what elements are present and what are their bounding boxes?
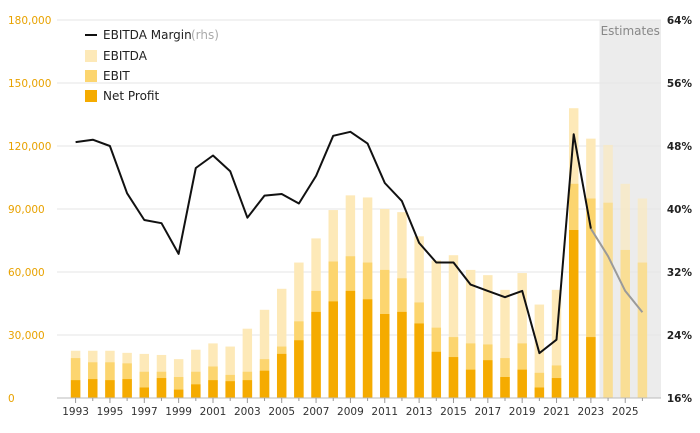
bars xyxy=(70,108,648,398)
bar-net-profit xyxy=(380,314,390,398)
bar-net-profit xyxy=(259,370,270,398)
legend-note-rhs: (rhs) xyxy=(191,28,219,42)
x-axis: 1993 1995 1997 1999 2001 2003 2005 2007 2009 2011… xyxy=(57,397,661,418)
bar-net-profit xyxy=(156,378,167,398)
bar-net-profit xyxy=(225,381,235,398)
bar-net-profit xyxy=(483,360,493,398)
y-right-tick-label: 56% xyxy=(667,78,693,90)
legend-label-ebit: EBIT xyxy=(103,69,130,83)
y-right-tick-label: 16% xyxy=(667,393,693,405)
legend-label-ebitda: EBITDA xyxy=(103,49,148,63)
y-left-tick-label: 120,000 xyxy=(8,141,51,153)
bar-net-profit xyxy=(276,353,287,398)
bar-net-profit xyxy=(568,230,579,398)
y-left-tick-label: 90,000 xyxy=(8,204,45,216)
bar-ebit xyxy=(173,377,184,398)
bar-net-profit xyxy=(139,387,150,398)
x-tick-label: 2019 xyxy=(509,406,536,418)
bar-ebitda xyxy=(276,288,287,398)
bar-net-profit xyxy=(122,379,132,398)
bar-ebitda xyxy=(259,309,270,398)
bar-ebitda xyxy=(225,346,235,398)
y-right-tick-label: 64% xyxy=(667,15,693,27)
bar-net-profit xyxy=(105,380,115,398)
y-left-tick-label: 150,000 xyxy=(8,78,51,90)
legend-label-net-profit: Net Profit xyxy=(103,89,159,103)
bar-ebit xyxy=(534,372,545,398)
x-tick-label: 2007 xyxy=(303,406,330,418)
x-tick-label: 2021 xyxy=(543,406,570,418)
bar-ebit xyxy=(603,202,613,398)
y-right-tick-label: 48% xyxy=(667,141,693,153)
bar-net-profit xyxy=(534,387,545,398)
x-tick-label: 2013 xyxy=(406,406,433,418)
bar-ebit xyxy=(70,358,81,398)
y-right-tick-label: 32% xyxy=(667,267,693,279)
x-tick-label: 2005 xyxy=(268,406,295,418)
bar-net-profit xyxy=(362,299,373,398)
bar-net-profit xyxy=(191,384,201,398)
bar-net-profit xyxy=(500,377,510,398)
bar-ebitda xyxy=(551,289,562,398)
x-tick-label: 1995 xyxy=(97,406,124,418)
x-tick-label: 2009 xyxy=(337,406,364,418)
ebitda-margin-line xyxy=(75,130,592,355)
bar-net-profit xyxy=(414,323,424,398)
x-tick-label: 2023 xyxy=(578,406,605,418)
bar-ebitda xyxy=(465,269,476,398)
x-tick-label: 2025 xyxy=(612,406,639,418)
bar-net-profit xyxy=(311,311,321,398)
bar-net-profit xyxy=(173,389,184,398)
bar-net-profit xyxy=(551,378,562,398)
bar-net-profit xyxy=(465,369,476,398)
bar-ebit xyxy=(637,262,648,398)
ebitda-margin-estimate-line xyxy=(590,228,644,313)
x-tick-label: 2011 xyxy=(371,406,398,418)
x-tick-label: 2003 xyxy=(234,406,261,418)
left-axis: 0 30,000 60,000 90,000 120,000 150,000 180,000 xyxy=(8,15,51,405)
x-tick-label: 2017 xyxy=(474,406,501,418)
bar-net-profit xyxy=(328,301,338,398)
x-tick-label: 1999 xyxy=(165,406,192,418)
y-right-tick-label: 40% xyxy=(667,204,693,216)
bar-net-profit xyxy=(448,357,459,398)
legend-swatch-net-profit xyxy=(85,90,97,102)
right-axis: 16% 24% 32% 40% 48% 56% 64% xyxy=(667,15,693,405)
bar-net-profit xyxy=(345,290,356,398)
legend-swatch-ebit xyxy=(85,70,97,82)
bar-net-profit xyxy=(294,340,304,398)
x-tick-label: 1997 xyxy=(131,406,158,418)
legend-label-ebitda-margin: EBITDA Margin xyxy=(103,28,192,42)
bar-net-profit xyxy=(70,380,81,398)
bar-ebitda xyxy=(500,289,510,398)
y-right-tick-label: 24% xyxy=(667,330,693,342)
bar-net-profit xyxy=(242,380,253,398)
y-left-tick-label: 180,000 xyxy=(8,15,51,27)
bar-net-profit xyxy=(431,351,442,398)
margin-lines xyxy=(75,130,644,355)
y-left-tick-label: 0 xyxy=(8,393,15,405)
bar-ebit xyxy=(586,198,596,398)
bar-ebit xyxy=(139,371,150,398)
legend-swatch-ebitda xyxy=(85,50,97,62)
bar-ebitda xyxy=(448,255,459,398)
bar-net-profit xyxy=(397,311,407,398)
x-tick-label: 1993 xyxy=(62,406,89,418)
bar-ebit xyxy=(620,249,630,398)
legend: EBITDA Margin (rhs) EBITDA EBIT Net Prof… xyxy=(85,28,219,103)
bar-net-profit xyxy=(208,380,218,398)
y-left-tick-label: 30,000 xyxy=(8,330,45,342)
bar-net-profit xyxy=(586,337,596,398)
bar-net-profit xyxy=(88,379,98,398)
y-left-tick-label: 60,000 xyxy=(8,267,45,279)
bar-ebitda xyxy=(517,273,527,398)
x-tick-label: 2015 xyxy=(440,406,467,418)
grid xyxy=(57,19,661,336)
bar-ebitda xyxy=(483,275,493,398)
x-tick-label: 2001 xyxy=(200,406,227,418)
bar-ebitda xyxy=(242,328,253,398)
bar-net-profit xyxy=(517,369,527,398)
estimates-label: Estimates xyxy=(601,24,660,38)
